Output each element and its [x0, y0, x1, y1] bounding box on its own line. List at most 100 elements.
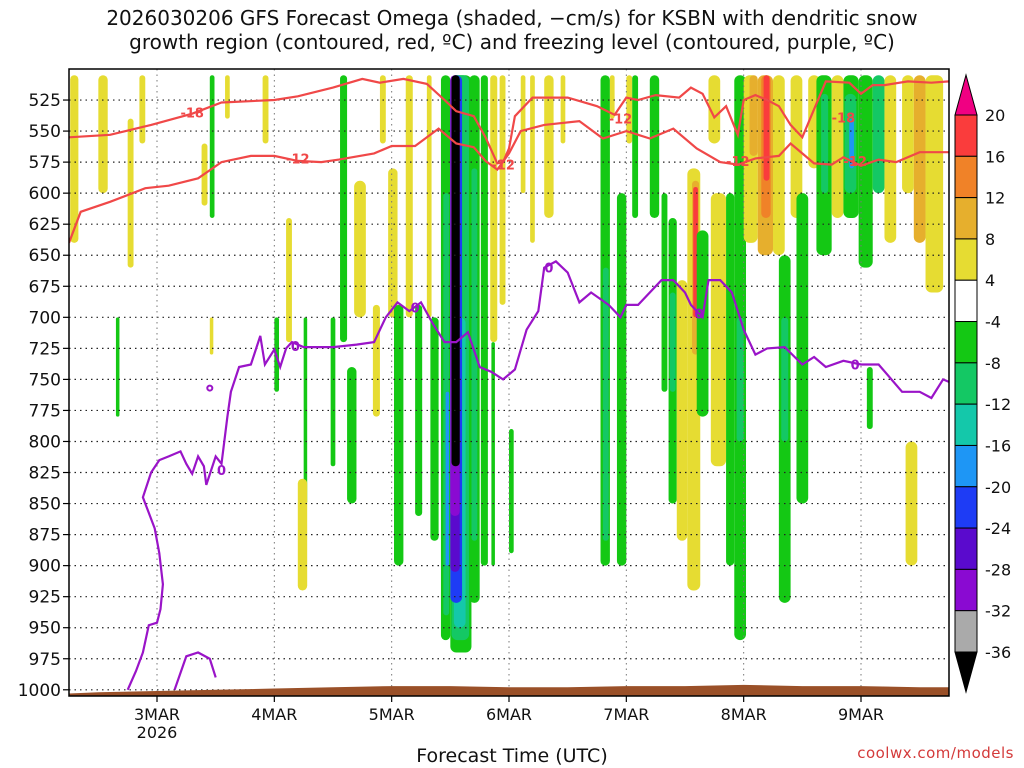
omega-cell [340, 75, 348, 343]
omega-cell [925, 75, 944, 293]
dgz-contour-label: -18 [180, 106, 204, 121]
colorbar-label: 20 [985, 106, 1005, 125]
omega-cell [347, 366, 357, 504]
ground-surface-fill [69, 684, 949, 696]
colorbar-top-arrow [954, 73, 978, 116]
omega-cell [872, 75, 885, 194]
x-tick-label: 8MAR [721, 705, 767, 724]
freezing-level-cell [206, 384, 214, 392]
colorbar-label: -32 [985, 602, 1011, 621]
y-tick-label: 675 [29, 277, 61, 297]
colorbar-label: -8 [985, 354, 1001, 373]
omega-cell [209, 75, 215, 218]
page-title: 2026030206 GFS Forecast Omega (shaded, −… [106, 6, 918, 54]
y-tick-label: 950 [29, 619, 61, 639]
freezing-level-contours: 0 0 0 0 0 0 [126, 260, 949, 691]
colorbar-box [954, 403, 978, 446]
dgz-contour-label: -18 [832, 111, 856, 126]
omega-cell [372, 304, 380, 417]
omega-cell [632, 75, 639, 218]
omega-cell [445, 391, 450, 566]
omega-cell [379, 75, 386, 144]
colorbar-label: 16 [985, 147, 1005, 166]
omega-cell [286, 217, 292, 343]
omega-cell [661, 193, 668, 392]
x-tick-label: 6MAR [486, 705, 532, 724]
colorbar-label: 4 [985, 271, 995, 290]
omega-cell [491, 342, 495, 566]
omega-shading [70, 75, 944, 653]
y-tick-label: 550 [29, 122, 61, 142]
x-tick-label: 7MAR [603, 705, 649, 724]
x-tick-label: 9MAR [838, 705, 884, 724]
credit-link[interactable]: coolwx.com/models [857, 744, 1014, 762]
omega-cell [520, 75, 526, 194]
omega-cell [796, 193, 809, 504]
omega-cell [710, 193, 727, 467]
x-tick-sublabel: 2026 [137, 723, 178, 742]
omega-cell [884, 75, 897, 243]
y-tick-label: 700 [29, 308, 61, 328]
dgz-minus18-contour [69, 77, 949, 165]
x-tick-label: 3MAR [134, 705, 180, 724]
omega-cell [530, 75, 535, 243]
omega-cell [115, 317, 120, 417]
dgz-contour-label: -12 [609, 113, 633, 128]
omega-cell [609, 75, 615, 119]
colorbar-box [954, 568, 978, 612]
omega-cell [902, 75, 914, 194]
y-tick-label: 725 [29, 339, 61, 359]
colorbar-box [954, 238, 978, 281]
dgz-contour-label: -12 [491, 159, 515, 174]
colorbar-label: 8 [985, 230, 995, 249]
omega-cell [866, 366, 873, 430]
colorbar-box [954, 197, 978, 240]
omega-cell [790, 75, 803, 218]
colorbar-box [954, 486, 978, 529]
omega-cell [763, 75, 770, 181]
grid-lines [69, 69, 949, 696]
freezing-contour-label: 0 [544, 262, 553, 277]
y-tick-label: 800 [29, 432, 61, 452]
y-tick-label: 925 [29, 588, 61, 608]
freezing-contour-label: 0 [291, 340, 300, 355]
colorbar-box [954, 362, 978, 405]
omega-cell [669, 292, 676, 392]
omega-cell [330, 317, 336, 467]
dendritic-growth-contours: -18 -12 -12 -12 -12 -18 -12 [69, 77, 949, 244]
omega-cell [388, 168, 398, 318]
x-tick-label: 4MAR [251, 705, 297, 724]
omega-cell [451, 75, 460, 467]
omega-cell [139, 75, 146, 144]
colorbar-label: -4 [985, 313, 1001, 332]
y-tick-label: 625 [29, 215, 61, 235]
omega-cell [821, 93, 829, 194]
omega-cell [749, 75, 758, 156]
colorbar-label: -36 [985, 643, 1011, 662]
omega-cell [209, 317, 214, 355]
colorbar-box [954, 279, 978, 323]
omega-cell [509, 429, 514, 554]
omega-cell [649, 75, 660, 218]
freezing-level-contour-bump [173, 651, 217, 691]
omega-cell [626, 75, 633, 144]
dgz-contour-label: -12 [726, 155, 750, 170]
omega-cell [262, 75, 269, 144]
dgz-contour-label: -12 [843, 155, 867, 170]
y-tick-label: 750 [29, 370, 61, 390]
omega-cell [70, 75, 79, 243]
colorbar-label: -20 [985, 478, 1011, 497]
y-tick-label: 575 [29, 153, 61, 173]
omega-cell [354, 180, 366, 318]
omega-cell [405, 75, 413, 318]
y-tick-label: 600 [29, 184, 61, 204]
omega-cell [913, 75, 926, 243]
colorbar-box [954, 155, 978, 199]
y-tick-label: 525 [29, 91, 61, 111]
omega-cell [544, 75, 554, 218]
colorbar-label: 12 [985, 189, 1005, 208]
omega-cell [415, 304, 423, 516]
omega-cell [708, 75, 721, 144]
